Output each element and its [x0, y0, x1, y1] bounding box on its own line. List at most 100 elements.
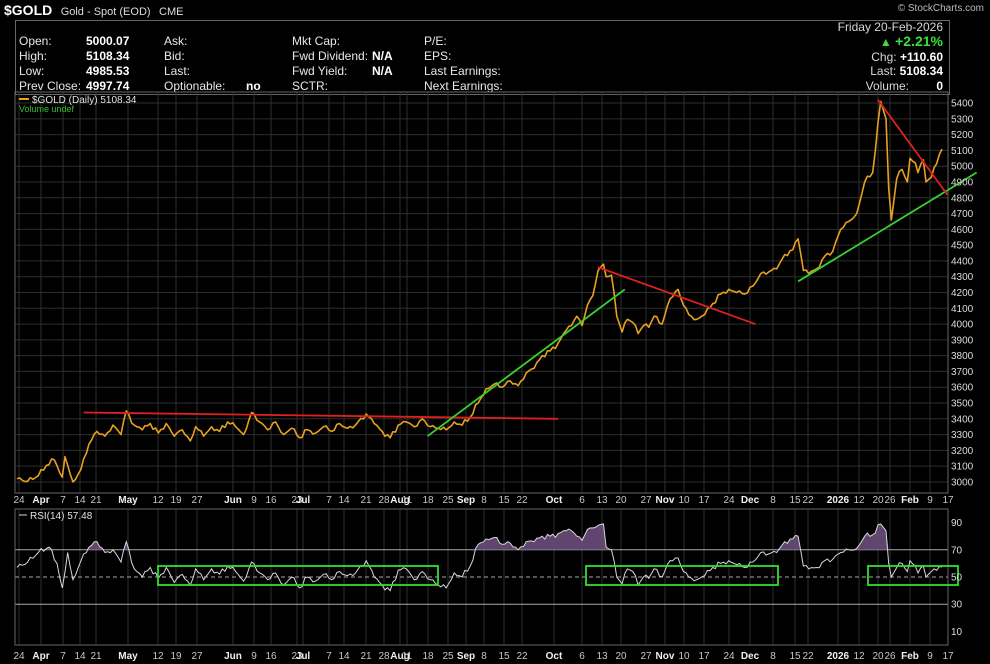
x-tick-label-rsi: 13 [596, 651, 608, 662]
x-tick-label-rsi: 28 [378, 651, 390, 662]
x-tick-label-rsi: 10 [678, 651, 690, 662]
price-y-tick-label: 5200 [951, 130, 974, 141]
x-tick-label: 27 [191, 495, 203, 506]
x-tick-label: Dec [741, 495, 760, 506]
x-tick-label-rsi: 18 [422, 651, 434, 662]
x-tick-label: 22 [516, 495, 528, 506]
x-tick-label-rsi: 17 [942, 651, 954, 662]
x-tick-label-rsi: Sep [457, 651, 475, 662]
x-tick-label: 26 [884, 495, 896, 506]
x-tick-label: 17 [698, 495, 710, 506]
x-tick-label-rsi: 7 [60, 651, 66, 662]
x-tick-label-rsi: Oct [546, 651, 563, 662]
x-tick-label-rsi: 12 [152, 651, 164, 662]
trendlines [83, 99, 978, 586]
x-tick-label: Nov [656, 495, 675, 506]
x-tick-label: 12 [152, 495, 164, 506]
volume-legend-label: Volume undef [19, 104, 75, 114]
x-tick-label-rsi: 8 [481, 651, 487, 662]
price-y-tick-label: 3600 [951, 383, 974, 394]
pe-label: P/E: [424, 34, 447, 48]
x-tick-label: 28 [378, 495, 390, 506]
price-y-tick-label: 4100 [951, 304, 974, 315]
pct-change-value: +2.21% [895, 33, 943, 49]
low-value: 4985.53 [86, 64, 130, 78]
high-value: 5108.34 [86, 49, 130, 63]
x-tick-label: 25 [442, 495, 454, 506]
price-y-tick-label: 4300 [951, 272, 974, 283]
resistance-trendline-3 [877, 99, 949, 196]
x-tick-label: 7 [60, 495, 66, 506]
last-r-value: 5108.34 [899, 64, 943, 78]
rsi-consolidation-box-3 [867, 565, 959, 586]
x-tick-label: Jun [224, 495, 242, 506]
x-tick-label-rsi: Nov [656, 651, 675, 662]
pct-change: ▲ +2.21% [879, 33, 943, 50]
rsi-y-tick-label: 30 [951, 600, 963, 611]
x-tick-label-rsi: 27 [640, 651, 652, 662]
rsi-y-tick-label: 10 [951, 627, 963, 638]
x-tick-label: 6 [579, 495, 585, 506]
x-tick-label: 23 [291, 495, 303, 506]
rsi-consolidation-box-2 [585, 565, 779, 586]
x-tick-label-rsi: 9 [927, 651, 933, 662]
open-label: Open: [19, 34, 52, 48]
x-tick-label-rsi: 17 [698, 651, 710, 662]
price-y-tick-label: 3100 [951, 462, 974, 473]
x-tick-label: 19 [170, 495, 182, 506]
rsi-overbought-fill [17, 523, 942, 550]
x-tick-label-rsi: 20 [872, 651, 884, 662]
volume-value: 0 [936, 79, 943, 93]
ask-label: Ask: [164, 34, 188, 48]
price-y-tick-label: 4400 [951, 256, 974, 267]
support-trendline-2 [797, 171, 978, 283]
high-label: High: [19, 49, 48, 63]
optionable-label: Optionable: [164, 79, 226, 93]
resistance-trendline-2 [597, 266, 756, 325]
price-y-tick-label: 3700 [951, 367, 974, 378]
x-tick-label: Apr [32, 495, 49, 506]
x-tick-label: 2026 [827, 495, 850, 506]
x-tick-label-rsi: 21 [360, 651, 372, 662]
x-tick-label: Oct [546, 495, 563, 506]
x-tick-label-rsi: 23 [291, 651, 303, 662]
price-y-tick-label: 3900 [951, 335, 974, 346]
x-tick-label-rsi: 16 [265, 651, 277, 662]
quote-panel: Open: 5000.07 High: 5108.34 Low: 4985.53… [15, 20, 950, 95]
x-tick-label-rsi: 11 [402, 651, 413, 662]
x-tick-label-rsi: 27 [191, 651, 203, 662]
x-tick-label-rsi: 7 [326, 651, 332, 662]
x-tick-label: 22 [802, 495, 814, 506]
x-tick-label-rsi: 2026 [827, 651, 850, 662]
x-tick-label-rsi: 12 [853, 651, 865, 662]
x-tick-label-rsi: 22 [802, 651, 814, 662]
fwd-yield-value: N/A [372, 64, 393, 78]
price-y-tick-label: 4600 [951, 225, 974, 236]
last-label: Last: [164, 64, 191, 78]
prev-close-value: 4997.74 [86, 79, 130, 93]
resistance-trendline-1 [83, 411, 559, 420]
rsi-line [16, 523, 943, 592]
x-tick-label-rsi: 26 [884, 651, 896, 662]
x-tick-label: 14 [74, 495, 86, 506]
x-tick-label-rsi: May [118, 651, 138, 662]
x-tick-label-rsi: 14 [74, 651, 86, 662]
sctr-label: SCTR: [292, 79, 328, 93]
x-tick-label: Aug [390, 495, 409, 506]
volume-label: Volume: [865, 79, 909, 93]
rsi-legend: RSI(14) 57.48 [19, 511, 93, 522]
x-tick-label: 24 [13, 495, 25, 506]
x-tick-label: 9 [927, 495, 933, 506]
x-tick-label: 15 [498, 495, 510, 506]
x-tick-label-rsi: Jun [224, 651, 242, 662]
price-y-tick-label: 3500 [951, 399, 974, 410]
price-y-tick-label: 5300 [951, 114, 974, 125]
x-tick-label-rsi: 6 [579, 651, 585, 662]
low-label: Low: [19, 64, 45, 78]
mktcap-label: Mkt Cap: [292, 34, 341, 48]
x-tick-label-rsi: Apr [32, 651, 49, 662]
price-legend-label: $GOLD (Daily) 5108.34 [32, 95, 137, 106]
open-value: 5000.07 [86, 34, 130, 48]
price-grid [15, 92, 948, 493]
price-y-tick-label: 5100 [951, 146, 974, 157]
